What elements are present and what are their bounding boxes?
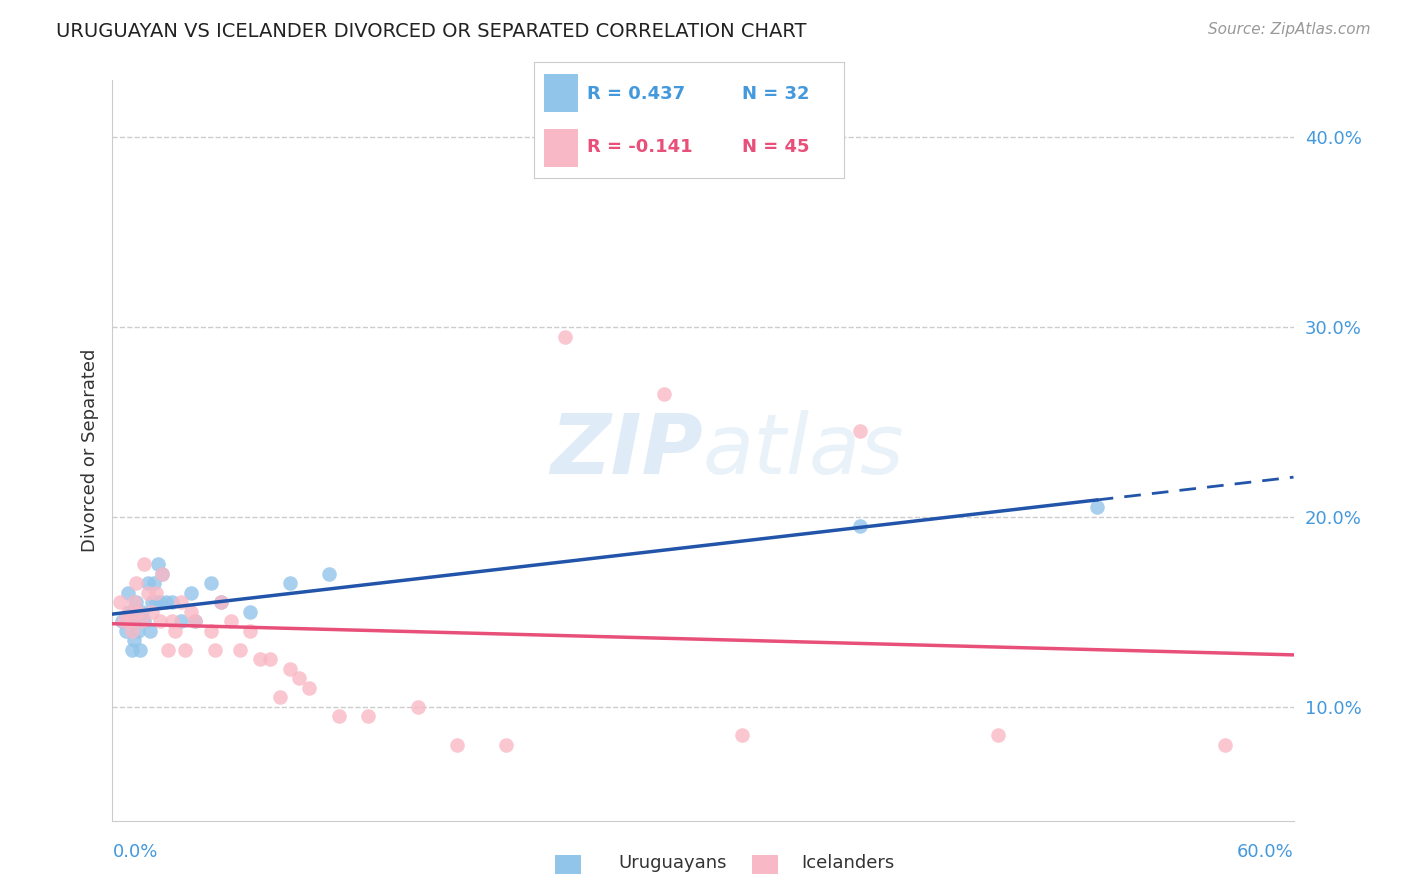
Point bbox=[357, 709, 380, 723]
Point bbox=[200, 624, 222, 638]
Point bbox=[146, 558, 169, 572]
FancyBboxPatch shape bbox=[544, 74, 578, 112]
Point bbox=[184, 615, 207, 629]
Point bbox=[731, 728, 754, 742]
Point bbox=[127, 605, 149, 619]
Point bbox=[259, 652, 281, 666]
Point bbox=[115, 624, 138, 638]
Point bbox=[156, 642, 179, 657]
Point bbox=[125, 595, 148, 609]
Point bbox=[249, 652, 271, 666]
Text: atlas: atlas bbox=[703, 410, 904, 491]
Point bbox=[170, 595, 193, 609]
Point bbox=[120, 615, 142, 629]
Point bbox=[180, 605, 202, 619]
Point bbox=[155, 595, 177, 609]
Text: ZIP: ZIP bbox=[550, 410, 703, 491]
Point bbox=[131, 605, 153, 619]
Point bbox=[150, 566, 173, 581]
Point bbox=[121, 642, 143, 657]
Point bbox=[170, 615, 193, 629]
Point bbox=[298, 681, 321, 695]
Point bbox=[219, 615, 242, 629]
Point bbox=[239, 624, 262, 638]
Text: Icelanders: Icelanders bbox=[801, 855, 894, 872]
Point bbox=[165, 624, 187, 638]
Point bbox=[495, 738, 517, 752]
Point bbox=[117, 605, 139, 619]
Y-axis label: Divorced or Separated: Divorced or Separated bbox=[80, 349, 98, 552]
Point bbox=[141, 595, 163, 609]
Point bbox=[209, 595, 232, 609]
Point bbox=[145, 595, 167, 609]
Text: R = 0.437: R = 0.437 bbox=[586, 85, 685, 103]
Point bbox=[987, 728, 1010, 742]
FancyBboxPatch shape bbox=[544, 128, 578, 167]
Point bbox=[131, 615, 153, 629]
Point bbox=[849, 425, 872, 439]
Point bbox=[652, 386, 675, 401]
Point bbox=[136, 576, 159, 591]
Point bbox=[139, 624, 162, 638]
Text: 60.0%: 60.0% bbox=[1237, 844, 1294, 862]
Point bbox=[849, 519, 872, 533]
Point bbox=[209, 595, 232, 609]
Point bbox=[112, 615, 135, 629]
Point bbox=[129, 642, 152, 657]
Point bbox=[145, 586, 167, 600]
Point bbox=[184, 615, 207, 629]
Point bbox=[127, 624, 149, 638]
Point bbox=[149, 595, 172, 609]
Point bbox=[446, 738, 468, 752]
Point bbox=[318, 566, 340, 581]
Text: 0.0%: 0.0% bbox=[112, 844, 157, 862]
Point bbox=[269, 690, 291, 705]
Point bbox=[142, 576, 165, 591]
Point bbox=[554, 329, 576, 343]
Point bbox=[1085, 500, 1108, 515]
Point bbox=[122, 595, 145, 609]
Point bbox=[111, 615, 134, 629]
Point bbox=[121, 624, 143, 638]
Text: URUGUAYAN VS ICELANDER DIVORCED OR SEPARATED CORRELATION CHART: URUGUAYAN VS ICELANDER DIVORCED OR SEPAR… bbox=[56, 22, 807, 41]
Point bbox=[1213, 738, 1236, 752]
Point bbox=[121, 615, 143, 629]
Point bbox=[174, 642, 197, 657]
Text: R = -0.141: R = -0.141 bbox=[586, 138, 693, 156]
Point bbox=[132, 615, 155, 629]
Point bbox=[200, 576, 222, 591]
Point bbox=[117, 586, 139, 600]
Point bbox=[132, 558, 155, 572]
Point bbox=[122, 633, 145, 648]
Text: Source: ZipAtlas.com: Source: ZipAtlas.com bbox=[1208, 22, 1371, 37]
Point bbox=[180, 586, 202, 600]
Point bbox=[160, 615, 183, 629]
Point bbox=[239, 605, 262, 619]
Text: N = 45: N = 45 bbox=[741, 138, 808, 156]
Point bbox=[136, 586, 159, 600]
Point bbox=[125, 576, 148, 591]
Point bbox=[150, 566, 173, 581]
Text: Uruguayans: Uruguayans bbox=[619, 855, 727, 872]
Point bbox=[204, 642, 226, 657]
Point bbox=[110, 595, 132, 609]
Point bbox=[406, 699, 429, 714]
Point bbox=[120, 605, 142, 619]
Point bbox=[149, 615, 172, 629]
Point bbox=[141, 605, 163, 619]
Point bbox=[278, 662, 301, 676]
Point bbox=[328, 709, 350, 723]
Point bbox=[278, 576, 301, 591]
Point bbox=[229, 642, 252, 657]
Point bbox=[288, 671, 311, 685]
Text: N = 32: N = 32 bbox=[741, 85, 808, 103]
Point bbox=[160, 595, 183, 609]
